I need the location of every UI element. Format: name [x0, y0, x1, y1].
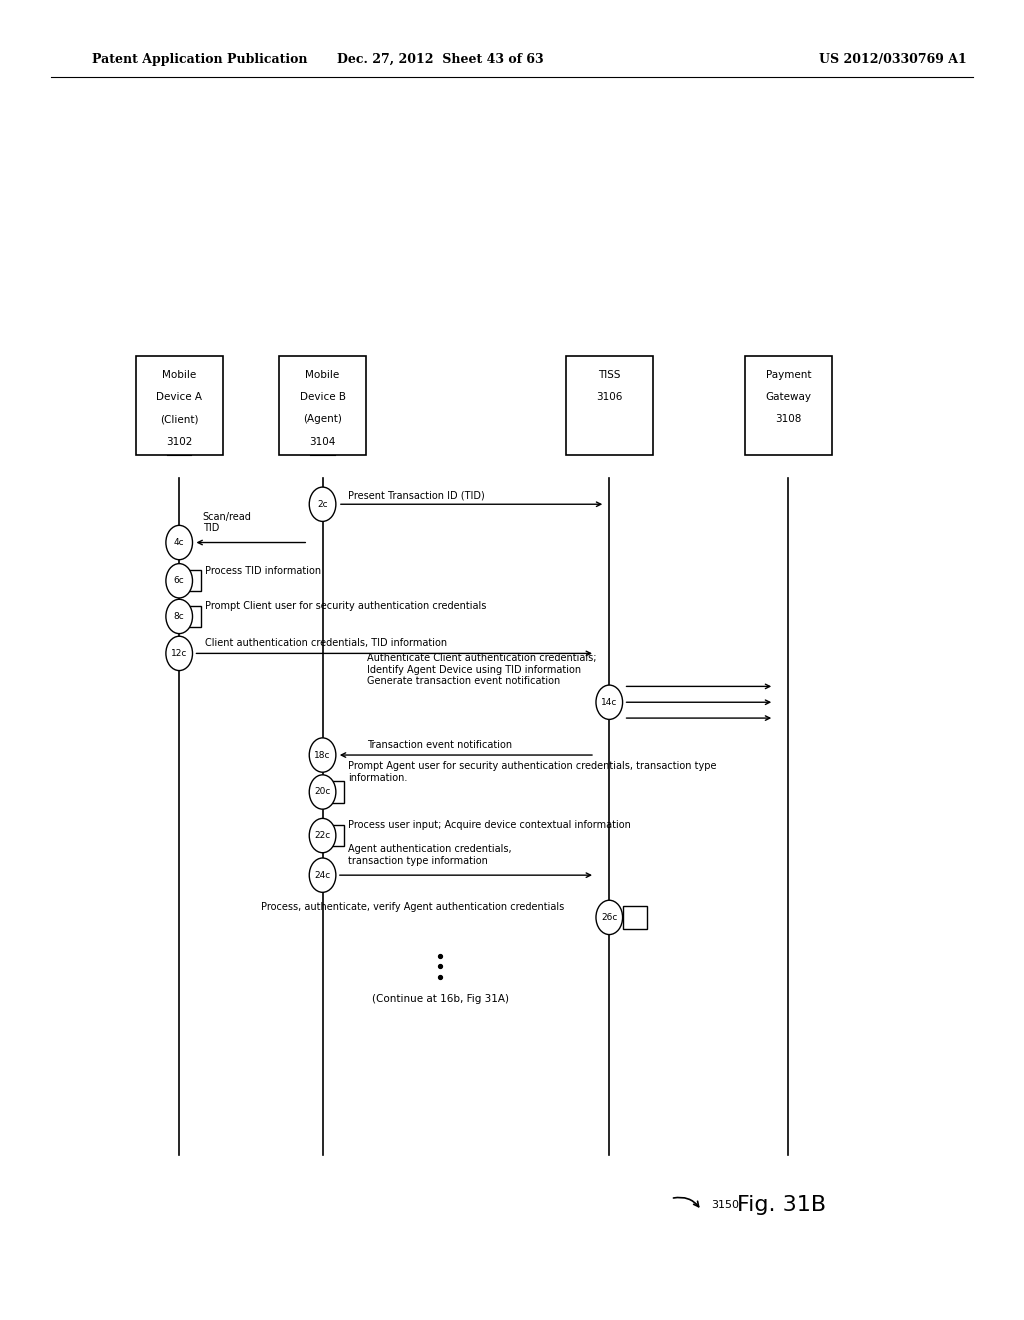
FancyBboxPatch shape — [322, 781, 344, 803]
Text: (Continue at 16b, Fig 31A): (Continue at 16b, Fig 31A) — [372, 994, 509, 1005]
Circle shape — [309, 487, 336, 521]
Text: Transaction event notification: Transaction event notification — [367, 739, 512, 750]
Text: Device B: Device B — [300, 392, 345, 403]
Text: Agent authentication credentials,
transaction type information: Agent authentication credentials, transa… — [348, 845, 512, 866]
Text: 3104: 3104 — [309, 437, 336, 447]
Circle shape — [309, 738, 336, 772]
Text: 8c: 8c — [174, 612, 184, 620]
Text: Process, authenticate, verify Agent authentication credentials: Process, authenticate, verify Agent auth… — [261, 902, 564, 912]
Text: 18c: 18c — [314, 751, 331, 759]
Text: Mobile: Mobile — [305, 370, 340, 380]
FancyBboxPatch shape — [322, 825, 344, 846]
Text: 14c: 14c — [601, 698, 617, 706]
Text: 3106: 3106 — [596, 392, 623, 403]
Text: Prompt Client user for security authentication credentials: Prompt Client user for security authenti… — [205, 601, 486, 611]
FancyBboxPatch shape — [745, 356, 831, 455]
Text: 6c: 6c — [174, 577, 184, 585]
Text: 3108: 3108 — [775, 414, 802, 425]
Text: (Agent): (Agent) — [303, 414, 342, 425]
Text: US 2012/0330769 A1: US 2012/0330769 A1 — [819, 53, 967, 66]
Circle shape — [309, 775, 336, 809]
Text: 12c: 12c — [171, 649, 187, 657]
Text: Process user input; Acquire device contextual information: Process user input; Acquire device conte… — [348, 820, 631, 830]
Text: Process TID information: Process TID information — [205, 565, 321, 576]
Text: Present Transaction ID (TID): Present Transaction ID (TID) — [348, 490, 485, 500]
Circle shape — [166, 525, 193, 560]
Circle shape — [166, 599, 193, 634]
Text: 20c: 20c — [314, 788, 331, 796]
Circle shape — [166, 564, 193, 598]
Text: Payment: Payment — [766, 370, 811, 380]
FancyBboxPatch shape — [178, 606, 201, 627]
Circle shape — [596, 900, 623, 935]
Text: Dec. 27, 2012  Sheet 43 of 63: Dec. 27, 2012 Sheet 43 of 63 — [337, 53, 544, 66]
Text: TISS: TISS — [598, 370, 621, 380]
Text: Fig. 31B: Fig. 31B — [737, 1195, 826, 1216]
Text: Device A: Device A — [157, 392, 202, 403]
Text: Prompt Agent user for security authentication credentials, transaction type
info: Prompt Agent user for security authentic… — [348, 762, 717, 783]
Text: Patent Application Publication: Patent Application Publication — [92, 53, 307, 66]
Text: Scan/read
TID: Scan/read TID — [203, 512, 252, 533]
FancyBboxPatch shape — [623, 906, 647, 929]
FancyBboxPatch shape — [135, 356, 222, 455]
FancyBboxPatch shape — [178, 570, 201, 591]
Text: Authenticate Client authentication credentials;
Identify Agent Device using TID : Authenticate Client authentication crede… — [367, 653, 596, 686]
Text: 26c: 26c — [601, 913, 617, 921]
Text: 3150: 3150 — [712, 1200, 739, 1210]
Text: Mobile: Mobile — [162, 370, 197, 380]
Text: 24c: 24c — [314, 871, 331, 879]
Text: 22c: 22c — [314, 832, 331, 840]
FancyBboxPatch shape — [279, 356, 367, 455]
Text: Client authentication credentials, TID information: Client authentication credentials, TID i… — [205, 638, 446, 648]
Text: 3102: 3102 — [166, 437, 193, 447]
Circle shape — [596, 685, 623, 719]
FancyBboxPatch shape — [565, 356, 653, 455]
Circle shape — [309, 858, 336, 892]
Text: 2c: 2c — [317, 500, 328, 508]
Circle shape — [309, 818, 336, 853]
Text: (Client): (Client) — [160, 414, 199, 425]
Circle shape — [166, 636, 193, 671]
Text: 4c: 4c — [174, 539, 184, 546]
Text: Gateway: Gateway — [766, 392, 811, 403]
